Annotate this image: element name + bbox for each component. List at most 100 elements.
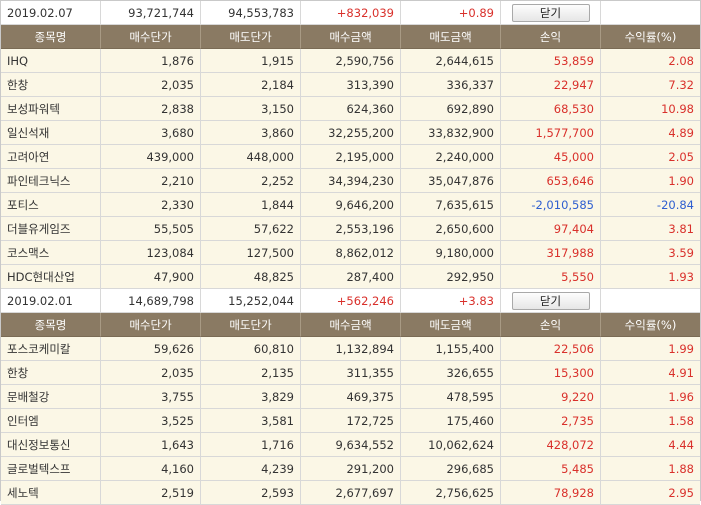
cell-buy-price: 3,680: [101, 121, 201, 145]
cell-rate: 3.59: [601, 241, 700, 265]
summary-buy-total: 14,689,798: [101, 289, 201, 313]
cell-pnl: 68,530: [501, 97, 601, 121]
stock-name: 세노텍: [1, 481, 101, 505]
cell-sell-price: 1,844: [201, 193, 301, 217]
cell-sell-price: 3,581: [201, 409, 301, 433]
table-row[interactable]: 코스맥스 123,084 127,500 8,862,012 9,180,000 317,…: [1, 241, 700, 265]
cell-buy-price: 2,035: [101, 361, 201, 385]
cell-sell-amount: 9,180,000: [401, 241, 501, 265]
cell-buy-amount: 291,200: [301, 457, 401, 481]
cell-rate: 2.08: [601, 49, 700, 73]
cell-buy-price: 2,330: [101, 193, 201, 217]
cell-sell-amount: 35,047,876: [401, 169, 501, 193]
cell-sell-price: 1,716: [201, 433, 301, 457]
cell-pnl: 45,000: [501, 145, 601, 169]
cell-buy-amount: 2,590,756: [301, 49, 401, 73]
cell-pnl: 428,072: [501, 433, 601, 457]
cell-sell-amount: 2,650,600: [401, 217, 501, 241]
cell-buy-amount: 8,862,012: [301, 241, 401, 265]
cell-buy-price: 123,084: [101, 241, 201, 265]
table-row[interactable]: 포티스 2,330 1,844 9,646,200 7,635,615 -2,010,58…: [1, 193, 700, 217]
cell-sell-amount: 10,062,624: [401, 433, 501, 457]
column-header: 매수금액: [301, 25, 401, 49]
cell-sell-price: 57,622: [201, 217, 301, 241]
cell-rate: 4.91: [601, 361, 700, 385]
cell-pnl: 2,735: [501, 409, 601, 433]
cell-buy-amount: 287,400: [301, 265, 401, 289]
column-header: 종목명: [1, 25, 101, 49]
table-row[interactable]: 파인테크닉스 2,210 2,252 34,394,230 35,047,876 653,…: [1, 169, 700, 193]
cell-pnl: 53,859: [501, 49, 601, 73]
stock-name: 포티스: [1, 193, 101, 217]
cell-rate: 1.88: [601, 457, 700, 481]
summary-sell-total: 15,252,044: [201, 289, 301, 313]
cell-sell-amount: 33,832,900: [401, 121, 501, 145]
stock-name: 글로벌텍스프: [1, 457, 101, 481]
table-row[interactable]: 세노텍 2,519 2,593 2,677,697 2,756,625 78,928 2.9…: [1, 481, 700, 505]
table-row[interactable]: 인터엠 3,525 3,581 172,725 175,460 2,735 1.58: [1, 409, 700, 433]
cell-pnl: 22,506: [501, 337, 601, 361]
column-header: 매도단가: [201, 313, 301, 337]
cell-rate: 2.95: [601, 481, 700, 505]
column-header: 수익률(%): [601, 25, 700, 49]
cell-buy-price: 1,643: [101, 433, 201, 457]
cell-pnl: 9,220: [501, 385, 601, 409]
cell-pnl: 5,485: [501, 457, 601, 481]
cell-buy-price: 2,519: [101, 481, 201, 505]
cell-sell-amount: 2,240,000: [401, 145, 501, 169]
stock-name: 한창: [1, 73, 101, 97]
stock-name: 보성파워텍: [1, 97, 101, 121]
table-row[interactable]: 한창 2,035 2,135 311,355 326,655 15,300 4.91: [1, 361, 700, 385]
table-row[interactable]: 글로벌텍스프 4,160 4,239 291,200 296,685 5,485 1.88: [1, 457, 700, 481]
cell-buy-price: 59,626: [101, 337, 201, 361]
cell-buy-amount: 34,394,230: [301, 169, 401, 193]
cell-sell-price: 1,915: [201, 49, 301, 73]
column-header: 매도금액: [401, 313, 501, 337]
table-row[interactable]: 한창 2,035 2,184 313,390 336,337 22,947 7.32: [1, 73, 700, 97]
table-row[interactable]: 문배철강 3,755 3,829 469,375 478,595 9,220 1.96: [1, 385, 700, 409]
table-row[interactable]: 고려아연 439,000 448,000 2,195,000 2,240,000 45,0…: [1, 145, 700, 169]
table-row[interactable]: 보성파워텍 2,838 3,150 624,360 692,890 68,530 10.98: [1, 97, 700, 121]
table-row[interactable]: 대신정보통신 1,643 1,716 9,634,552 10,062,624 428,0…: [1, 433, 700, 457]
cell-buy-price: 47,900: [101, 265, 201, 289]
column-header: 매수단가: [101, 313, 201, 337]
cell-buy-amount: 469,375: [301, 385, 401, 409]
cell-sell-amount: 1,155,400: [401, 337, 501, 361]
cell-buy-price: 3,525: [101, 409, 201, 433]
cell-sell-amount: 692,890: [401, 97, 501, 121]
stock-name: IHQ: [1, 49, 101, 73]
cell-buy-amount: 9,646,200: [301, 193, 401, 217]
cell-rate: 1.58: [601, 409, 700, 433]
stock-name: 문배철강: [1, 385, 101, 409]
cell-sell-amount: 175,460: [401, 409, 501, 433]
summary-date: 2019.02.01: [1, 289, 101, 313]
summary-row: 2019.02.01 14,689,798 15,252,044 +562,246 +3…: [1, 289, 700, 313]
table-row[interactable]: IHQ 1,876 1,915 2,590,756 2,644,615 53,859 2.0…: [1, 49, 700, 73]
column-header: 손익: [501, 25, 601, 49]
column-header: 매수단가: [101, 25, 201, 49]
close-button[interactable]: 닫기: [511, 3, 590, 22]
cell-sell-price: 2,135: [201, 361, 301, 385]
cell-sell-price: 60,810: [201, 337, 301, 361]
cell-pnl: 1,577,700: [501, 121, 601, 145]
cell-buy-amount: 2,677,697: [301, 481, 401, 505]
cell-buy-amount: 313,390: [301, 73, 401, 97]
table-row[interactable]: 더블유게임즈 55,505 57,622 2,553,196 2,650,600 97,4…: [1, 217, 700, 241]
summary-pnl: +562,246: [301, 289, 401, 313]
close-button[interactable]: 닫기: [511, 291, 590, 310]
stock-name: 대신정보통신: [1, 433, 101, 457]
cell-pnl: 97,404: [501, 217, 601, 241]
table-row[interactable]: 포스코케미칼 59,626 60,810 1,132,894 1,155,400 22,5…: [1, 337, 700, 361]
cell-sell-amount: 2,644,615: [401, 49, 501, 73]
close-button-cell: 닫기: [501, 1, 601, 25]
table-row[interactable]: 일신석재 3,680 3,860 32,255,200 33,832,900 1,577,…: [1, 121, 700, 145]
table-row[interactable]: HDC현대산업 47,900 48,825 287,400 292,950 5,550 1.…: [1, 265, 700, 289]
cell-sell-price: 4,239: [201, 457, 301, 481]
cell-buy-amount: 9,634,552: [301, 433, 401, 457]
column-header: 매수금액: [301, 313, 401, 337]
stock-name: 포스코케미칼: [1, 337, 101, 361]
cell-sell-price: 3,829: [201, 385, 301, 409]
cell-buy-amount: 1,132,894: [301, 337, 401, 361]
cell-rate: 3.81: [601, 217, 700, 241]
